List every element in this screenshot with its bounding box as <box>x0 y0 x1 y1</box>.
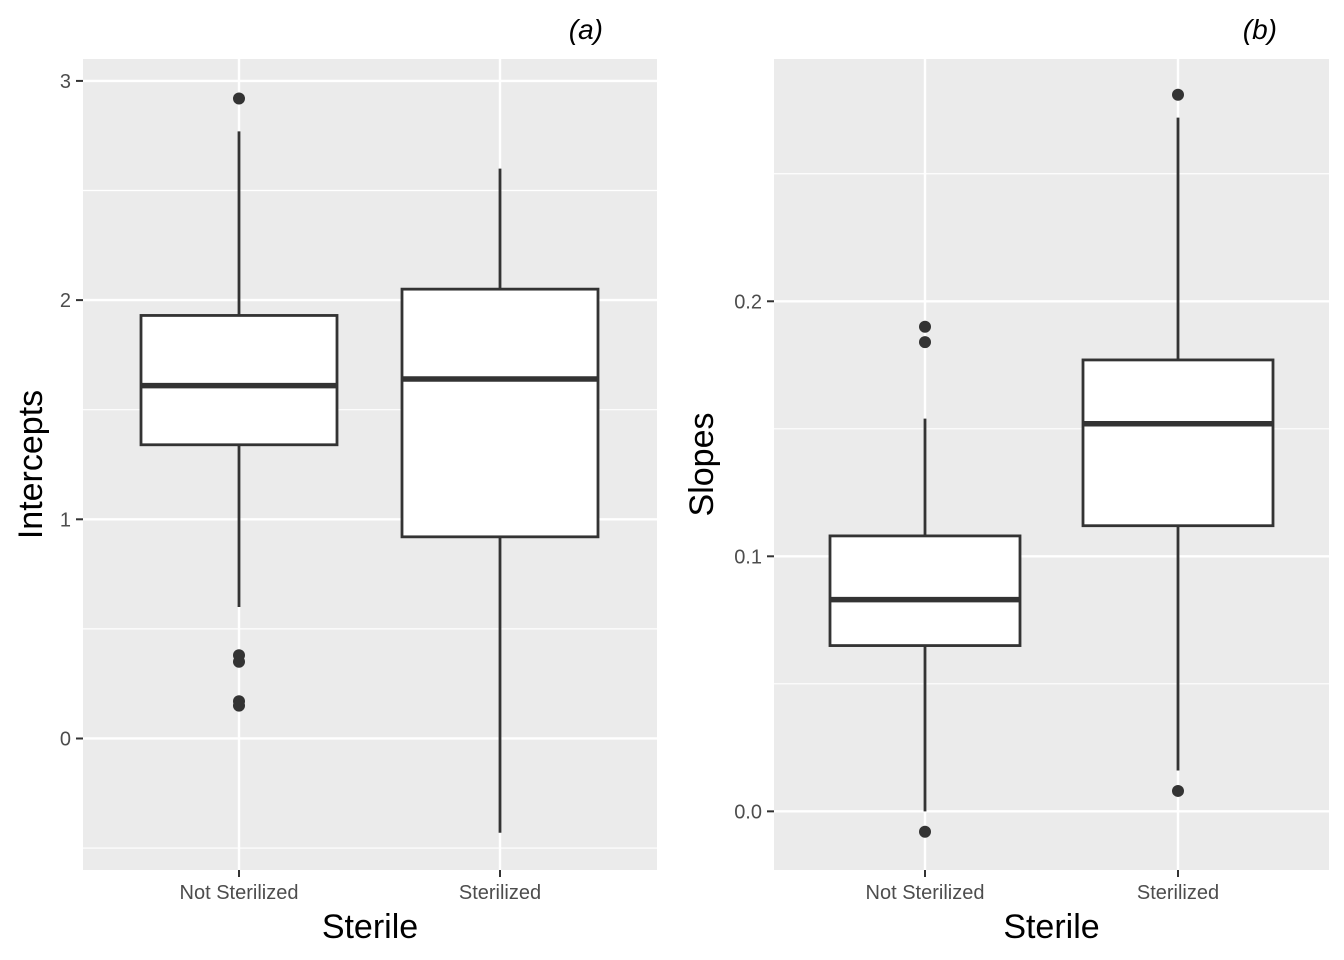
panel-b: 0.0 0.1 0.2 Not Sterilized Sterilized (b) St… <box>683 14 1329 946</box>
box-body <box>139 314 339 447</box>
box-body <box>400 287 600 539</box>
x-tick-label: Sterilized <box>459 882 541 904</box>
outlier-point <box>919 336 931 349</box>
panel-a-x-axis-title: Sterile <box>322 908 418 946</box>
box-sterilized <box>1081 88 1275 797</box>
panel-a-tag: (a) <box>569 14 603 45</box>
y-tick-label: 3 <box>60 71 71 93</box>
panel-b-y-axis-title: Slopes <box>683 413 721 517</box>
box-body <box>828 534 1022 647</box>
outlier-point <box>233 699 245 712</box>
y-tick-label: 1 <box>60 509 71 531</box>
y-tick-label: 2 <box>60 290 71 312</box>
x-tick-label: Not Sterilized <box>866 882 985 904</box>
panel-a-boxes <box>139 92 600 833</box>
outlier-point <box>919 320 931 333</box>
panel-b-x-axis-title: Sterile <box>1003 908 1099 946</box>
box-body <box>1081 358 1275 528</box>
panel-a-y-axis-title: Intercepts <box>12 390 50 539</box>
box-not-sterilized <box>139 92 339 712</box>
outlier-point <box>919 825 931 838</box>
outlier-point <box>1172 88 1184 101</box>
y-tick-label: 0.1 <box>734 546 762 568</box>
panel-b-boxes <box>828 88 1275 838</box>
outlier-point <box>233 655 245 668</box>
panel-a-axes: 0 1 2 3 Not Sterilized Sterilized <box>60 71 541 904</box>
box-not-sterilized <box>828 320 1022 838</box>
x-tick-label: Sterilized <box>1137 882 1219 904</box>
outlier-point <box>1172 784 1184 797</box>
x-tick-label: Not Sterilized <box>180 882 299 904</box>
panel-b-axes: 0.0 0.1 0.2 Not Sterilized Sterilized <box>734 291 1219 904</box>
y-tick-label: 0.0 <box>734 801 762 823</box>
outlier-point <box>233 92 245 105</box>
panel-b-tag: (b) <box>1243 14 1277 45</box>
box-sterilized <box>400 168 600 833</box>
y-tick-label: 0.2 <box>734 291 762 313</box>
y-tick-label: 0 <box>60 728 71 750</box>
panel-a: 0 1 2 3 Not Sterilized Sterilized (a) Sterile… <box>12 14 657 946</box>
